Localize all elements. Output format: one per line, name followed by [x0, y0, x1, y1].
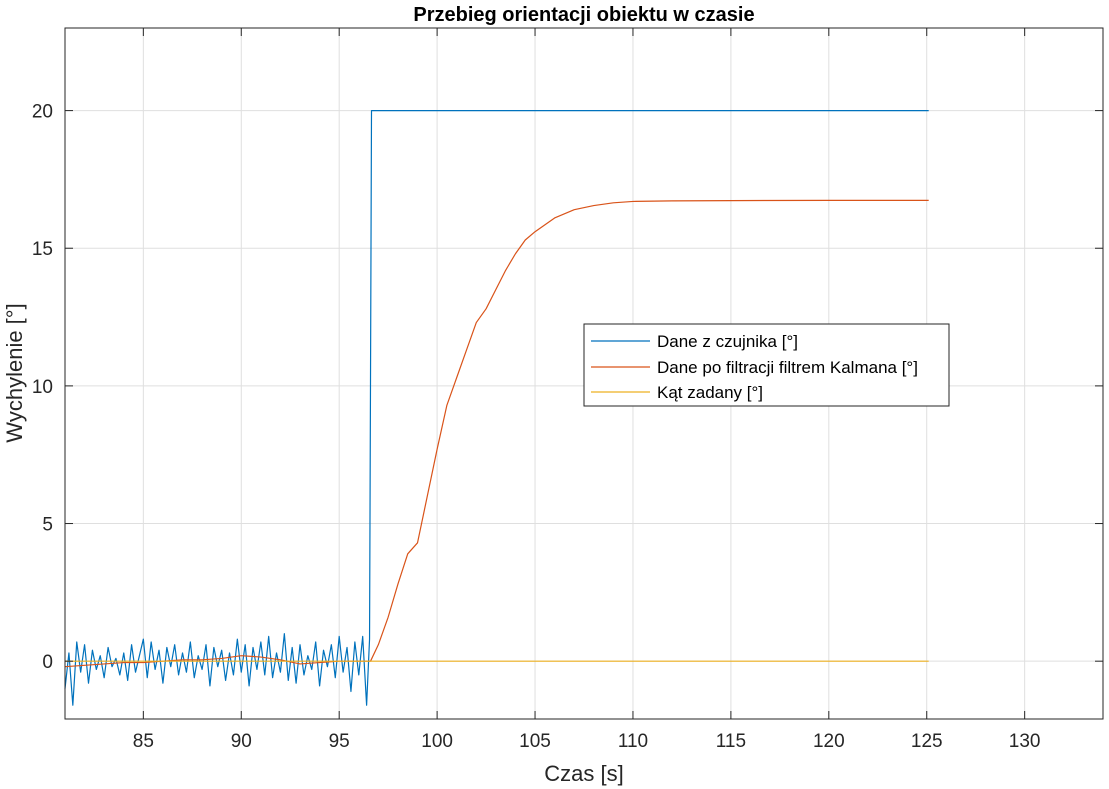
axes-box [64, 27, 1104, 720]
x-tick-label: 85 [133, 731, 154, 752]
ticks: 85 90 95 100 105 110 115 120 125 130 0 5 10 15 20 [32, 28, 1103, 752]
x-tick-label: 130 [1009, 731, 1041, 752]
x-tick-label: 100 [421, 731, 453, 752]
x-axis-label: Czas [s] [544, 761, 623, 786]
y-tick-label: 20 [32, 102, 53, 123]
x-tick-label: 90 [231, 731, 252, 752]
x-tick-label: 105 [519, 731, 551, 752]
y-tick-label: 0 [42, 652, 53, 673]
x-tick-label: 110 [618, 731, 648, 752]
legend-label-sensor: Dane z czujnika [°] [657, 332, 798, 351]
x-tick-label: 125 [911, 731, 943, 752]
x-tick-label: 115 [716, 731, 746, 752]
series-layer [64, 109, 929, 706]
chart-title: Przebieg orientacji obiektu w czasie [413, 4, 754, 26]
series-line-kalman [64, 199, 929, 668]
x-tick-label: 120 [813, 731, 845, 752]
y-axis-label: Wychylenie [°] [2, 303, 27, 442]
legend: Dane z czujnika [°] Dane po filtracji fi… [583, 323, 950, 407]
y-tick-label: 10 [32, 377, 53, 398]
y-tick-label: 15 [32, 239, 53, 260]
legend-label-setpoint: Kąt zadany [°] [657, 383, 763, 402]
legend-label-kalman: Dane po filtracji filtrem Kalmana [°] [657, 358, 918, 377]
x-tick-label: 95 [329, 731, 350, 752]
y-tick-label: 5 [42, 515, 53, 536]
